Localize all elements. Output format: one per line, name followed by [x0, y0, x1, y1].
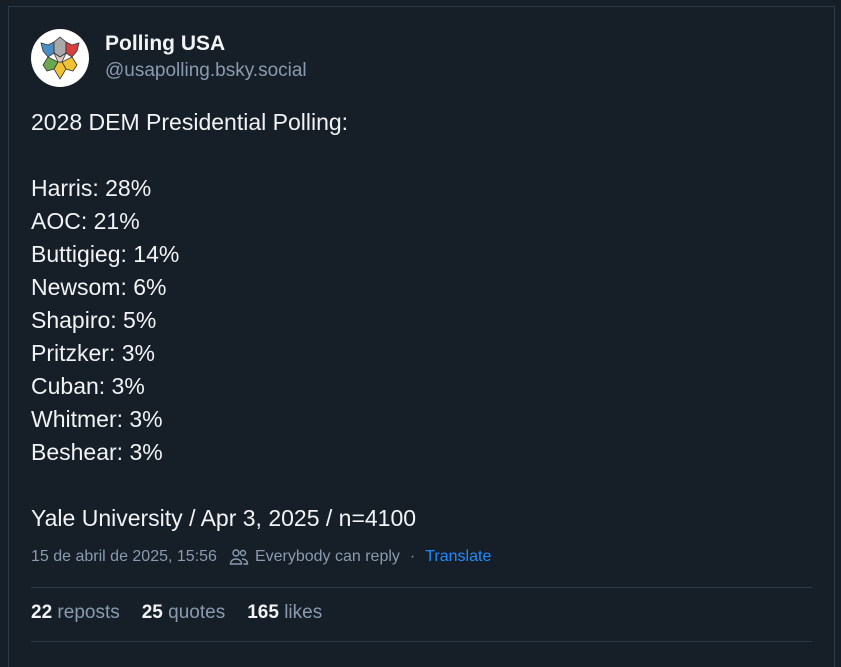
reposts-count: 22 — [31, 602, 53, 623]
author-name[interactable]: Polling USA — [105, 32, 226, 55]
post-text: 2028 DEM Presidential Polling: Harris: 2… — [31, 109, 417, 531]
likes-stat[interactable]: 165 likes — [247, 602, 322, 624]
likes-label: likes — [284, 602, 323, 623]
quotes-stat[interactable]: 25 quotes — [142, 602, 225, 624]
post-stats: 22 reposts 25 quotes 165 likes — [31, 602, 322, 624]
quotes-count: 25 — [141, 602, 163, 623]
dot-separator: · — [409, 548, 416, 565]
timestamp[interactable]: 15 de abril de 2025, 15:56 — [31, 548, 217, 565]
people-icon — [229, 549, 249, 565]
reposts-stat[interactable]: 22 reposts — [31, 602, 120, 624]
author-handle[interactable]: @usapolling.bsky.social — [105, 60, 307, 81]
reply-setting[interactable]: Everybody can reply — [254, 548, 400, 565]
reposts-label: reposts — [57, 602, 120, 623]
post-container — [8, 6, 835, 667]
quotes-label: quotes — [168, 602, 226, 623]
translate-link[interactable]: Translate — [425, 548, 492, 565]
avatar[interactable] — [31, 29, 89, 87]
star-logo-icon — [40, 36, 80, 80]
divider — [31, 587, 812, 588]
divider — [31, 641, 812, 642]
post-meta: 15 de abril de 2025, 15:56 Everybody can… — [31, 548, 491, 566]
likes-count: 165 — [247, 602, 279, 623]
